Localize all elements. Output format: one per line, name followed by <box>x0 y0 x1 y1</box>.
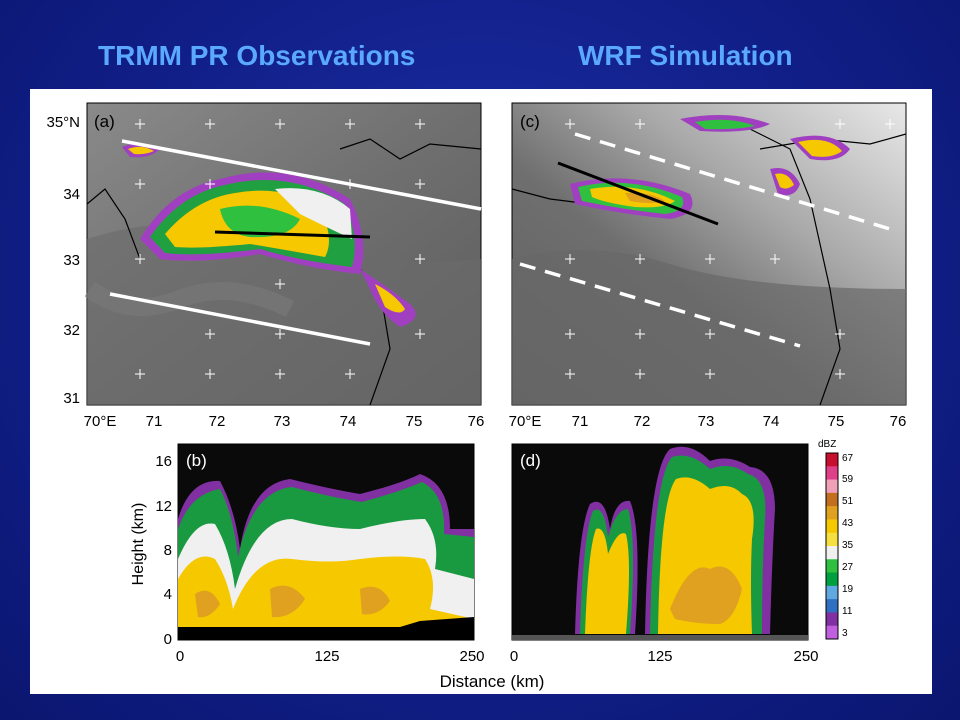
colorbar-tick: 67 <box>842 453 854 464</box>
lon-tick: 74 <box>340 413 357 430</box>
colorbar-block <box>826 506 838 520</box>
lon-tick: 73 <box>698 413 715 430</box>
section-line-a <box>214 230 371 239</box>
colorbar-tick: 43 <box>842 518 854 529</box>
lat-tick: 35°N <box>46 114 80 131</box>
title-wrf: WRF Simulation <box>578 40 793 71</box>
colorbar-tick: 19 <box>842 584 854 595</box>
height-tick: 16 <box>155 453 172 470</box>
colorbar-tick: 11 <box>842 606 853 617</box>
colorbar-block <box>826 585 838 600</box>
height-tick: 8 <box>164 542 172 559</box>
figure-svg: (a) 35°N 34 33 32 31 70°E 71 72 73 74 75… <box>46 102 907 691</box>
lat-tick: 31 <box>63 390 80 407</box>
panel-c-label: (c) <box>520 112 540 131</box>
colorbar-tick: 59 <box>842 474 854 485</box>
distance-tick: 0 <box>510 648 518 665</box>
colorbar-tick: 3 <box>842 628 848 639</box>
lon-tick: 70°E <box>509 413 542 430</box>
colorbar-block <box>826 453 838 467</box>
distance-tick: 125 <box>647 648 672 665</box>
lon-tick: 76 <box>890 413 907 430</box>
distance-tick: 0 <box>176 648 184 665</box>
lat-tick: 33 <box>63 252 80 269</box>
lon-tick: 72 <box>634 413 651 430</box>
colorbar-block <box>826 492 838 507</box>
section-line-c <box>557 161 719 226</box>
colorbar-tick: 35 <box>842 540 854 551</box>
storm-echo-a <box>122 143 416 327</box>
title-trmm: TRMM PR Observations <box>98 40 416 71</box>
lon-tick: 74 <box>763 413 780 430</box>
lon-tick: 71 <box>146 413 163 430</box>
storm-echo-c <box>570 115 850 219</box>
lat-tick: 34 <box>63 186 80 203</box>
colorbar-block <box>826 572 838 587</box>
distance-tick: 250 <box>793 648 818 665</box>
height-tick: 4 <box>164 586 172 603</box>
section-panel-b: (b) 0 4 8 12 16 Height (km) 0 125 250 <box>130 443 485 665</box>
lon-tick: 72 <box>209 413 226 430</box>
graticule-a <box>135 119 425 379</box>
colorbar-unit: dBZ <box>818 439 836 450</box>
panel-b-label: (b) <box>186 451 207 470</box>
panel-d-label: (d) <box>520 451 541 470</box>
colorbar-tick: 27 <box>842 562 854 573</box>
colorbar-block <box>826 532 838 547</box>
colorbar-block <box>826 519 838 534</box>
colorbar-ticks: 67 59 51 43 35 27 19 11 3 <box>842 453 854 639</box>
colorbar-outline <box>825 452 839 640</box>
map-panel-c: (c) 70°E 71 72 73 74 75 76 <box>509 102 907 430</box>
colorbar-block <box>826 479 838 494</box>
distance-tick: 250 <box>459 648 484 665</box>
colorbar-tick: 51 <box>842 496 854 507</box>
map-panel-a: (a) 35°N 34 33 32 31 70°E 71 72 73 74 75… <box>46 102 485 430</box>
colorbar-block <box>826 466 838 481</box>
colorbar-block <box>826 559 838 574</box>
swath-north-c <box>574 132 891 231</box>
colorbar-blocks <box>825 452 839 640</box>
colorbar-block <box>826 625 838 640</box>
colorbar-block <box>826 612 838 627</box>
colorbar: dBZ 67 59 51 43 35 27 19 11 3 <box>818 439 854 640</box>
figure-panel: (a) 35°N 34 33 32 31 70°E 71 72 73 74 75… <box>30 89 932 694</box>
height-tick: 0 <box>164 631 172 648</box>
height-tick: 12 <box>155 498 172 515</box>
section-panel-d: (d) 0 125 250 <box>510 443 819 665</box>
lon-tick: 76 <box>468 413 485 430</box>
y-axis-label: Height (km) <box>130 503 147 586</box>
lon-tick: 73 <box>274 413 291 430</box>
swath-north-a <box>121 139 482 211</box>
distance-tick: 125 <box>314 648 339 665</box>
x-axis-label: Distance (km) <box>440 672 545 691</box>
lon-tick: 75 <box>406 413 423 430</box>
swath-south-a <box>109 292 371 346</box>
lat-tick: 32 <box>63 322 80 339</box>
lon-tick: 75 <box>828 413 845 430</box>
colorbar-block <box>826 546 838 560</box>
swath-south-c <box>519 262 801 348</box>
graticule-c <box>565 119 895 379</box>
panel-a-label: (a) <box>94 112 115 131</box>
lon-tick: 71 <box>572 413 589 430</box>
lon-tick: 70°E <box>84 413 117 430</box>
colorbar-block <box>826 599 838 613</box>
